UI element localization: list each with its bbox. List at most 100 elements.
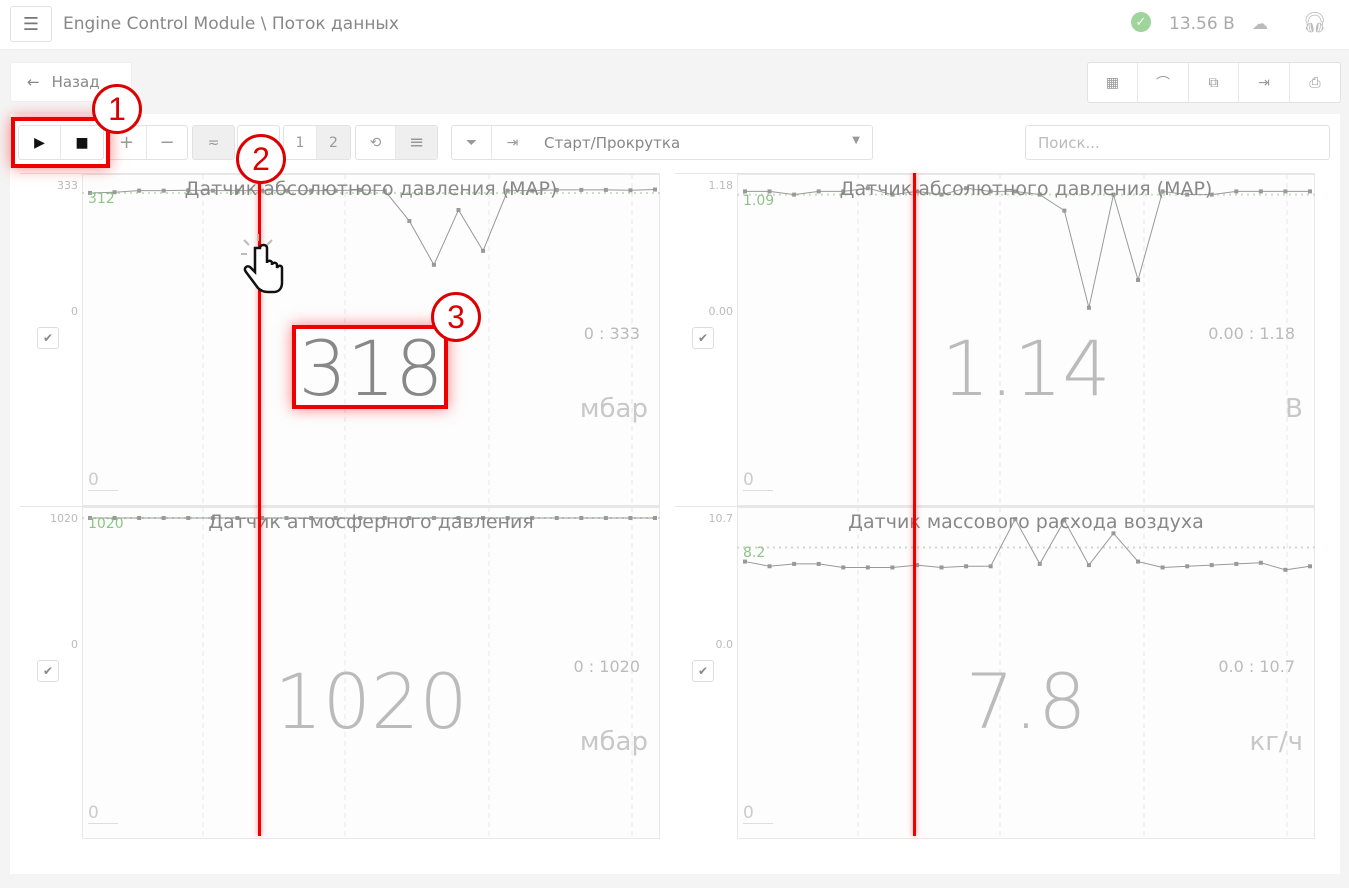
panel-checkbox[interactable]: ✔ — [37, 327, 59, 349]
data-point — [1013, 517, 1018, 522]
view-tools: ▦ ⌒ ⧉ ⇥ ⎙ — [1087, 62, 1341, 103]
data-point — [382, 188, 387, 193]
average-label: 312 — [88, 190, 115, 207]
data-point — [1185, 564, 1190, 569]
data-point — [431, 262, 436, 267]
data-point — [333, 188, 338, 193]
value-range: 0.0 : 10.7 — [1218, 657, 1295, 676]
data-point — [579, 516, 584, 520]
data-point — [161, 516, 166, 520]
data-point — [792, 561, 797, 566]
data-point — [1136, 278, 1141, 283]
data-point — [1308, 564, 1312, 569]
mode-select[interactable]: Старт/Прокрутка ▼ — [532, 125, 873, 160]
current-value: 1020 — [274, 657, 468, 746]
data-point — [1086, 563, 1091, 568]
search-input[interactable] — [1025, 125, 1330, 160]
view-mode-controls: ⟲ ≡ — [355, 125, 438, 160]
page-controls: 1 2 — [283, 125, 351, 160]
skip-end-icon[interactable]: ⇥ — [506, 134, 519, 151]
average-label: 1.09 — [743, 192, 775, 209]
cloud-download-icon[interactable]: ☁ — [1252, 14, 1268, 33]
data-point — [890, 192, 895, 197]
time-cursor-right[interactable] — [913, 173, 916, 836]
sparkline-chart — [82, 507, 660, 839]
data-point — [1013, 189, 1018, 194]
fit-icon[interactable]: ⧉ — [1189, 63, 1239, 102]
zero-label: 0 — [743, 803, 773, 824]
data-point — [88, 516, 92, 520]
data-point — [865, 186, 870, 191]
data-point — [1258, 560, 1263, 565]
list-icon[interactable]: ≡ — [396, 126, 437, 159]
panel-checkbox[interactable]: ✔ — [692, 660, 714, 682]
data-point — [1185, 192, 1190, 197]
time-cursor-left[interactable] — [258, 173, 261, 836]
smooth-group: ≂ — [192, 125, 235, 160]
grid-icon[interactable]: ▦ — [1088, 63, 1138, 102]
data-point — [1111, 531, 1116, 536]
data-point — [259, 188, 264, 193]
unit-label: кг/ч — [1249, 727, 1304, 757]
back-label: Назад — [51, 73, 100, 91]
zoom-in-button[interactable]: + — [107, 126, 147, 159]
plot-area[interactable] — [737, 174, 1315, 506]
highlight-box-playback — [11, 117, 110, 168]
plot-area[interactable] — [82, 174, 660, 506]
data-point — [816, 561, 821, 566]
y-max-label: 1.18 — [708, 179, 734, 192]
menu-button[interactable]: ☰ — [10, 6, 52, 42]
data-point — [235, 188, 240, 193]
data-point — [939, 192, 944, 197]
data-point — [112, 516, 117, 520]
page-2-button[interactable]: 2 — [317, 126, 350, 159]
value-range: 0.00 : 1.18 — [1208, 324, 1295, 343]
y-min-label: 0 — [71, 305, 78, 318]
zero-label: 0 — [88, 803, 118, 824]
data-point — [137, 516, 142, 520]
plot-area[interactable] — [82, 507, 660, 839]
chart-icon[interactable]: ⌒ — [1138, 63, 1189, 102]
panel-checkbox[interactable]: ✔ — [692, 327, 714, 349]
data-point — [1160, 189, 1165, 194]
filter-clear-icon[interactable]: ⏷ — [452, 126, 492, 159]
data-point — [1209, 192, 1214, 197]
data-point — [505, 188, 510, 193]
back-button[interactable]: ← Назад — [10, 62, 132, 102]
data-point — [914, 563, 919, 568]
reset-icon[interactable]: ⟲ — [356, 126, 396, 159]
data-point — [767, 189, 772, 194]
unit-label: В — [1285, 394, 1303, 424]
data-point — [431, 516, 436, 520]
average-label: 8.2 — [743, 545, 766, 562]
y-min-label: 0.0 — [715, 638, 734, 651]
plot-area[interactable] — [737, 507, 1315, 839]
print-icon[interactable]: ⎙ — [1309, 74, 1321, 91]
stop-button[interactable]: ■ — [75, 134, 89, 151]
battery-voltage: 13.56 В — [1169, 14, 1235, 34]
data-point — [1062, 208, 1067, 213]
smooth-button[interactable]: ≂ — [193, 126, 234, 159]
headset-icon[interactable]: 🎧︎ — [1302, 10, 1328, 34]
mode-select-value: Старт/Прокрутка — [544, 134, 681, 152]
check-circle-icon: ✓ — [1131, 12, 1151, 32]
data-point — [358, 516, 363, 520]
zoom-out-button[interactable]: − — [159, 132, 175, 153]
data-point — [407, 218, 412, 223]
data-point — [792, 192, 797, 197]
page-1-button[interactable]: 1 — [284, 126, 317, 159]
data-point — [382, 516, 387, 520]
zero-label: 0 — [88, 470, 118, 491]
data-point — [1209, 563, 1214, 568]
data-point — [235, 516, 240, 520]
panel-checkbox[interactable]: ✔ — [37, 660, 59, 682]
data-point — [259, 516, 264, 520]
play-button[interactable]: ▶ — [19, 126, 61, 159]
zero-label: 0 — [743, 470, 773, 491]
check-icon: ✔ — [697, 664, 709, 678]
import-icon[interactable]: ⇥ — [1239, 63, 1290, 102]
data-point — [628, 188, 633, 193]
data-point — [841, 565, 846, 570]
data-point — [88, 190, 92, 195]
data-point — [1062, 518, 1067, 523]
